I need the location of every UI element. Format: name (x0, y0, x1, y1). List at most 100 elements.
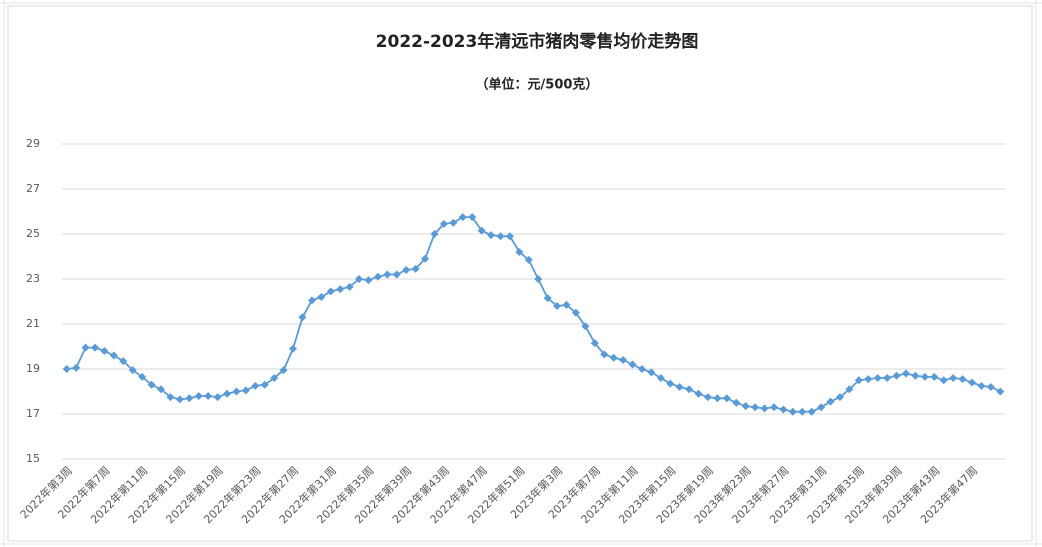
y-tick-label: 29 (26, 137, 40, 150)
marker (251, 381, 260, 390)
marker (326, 287, 335, 296)
marker (817, 403, 826, 412)
marker (864, 375, 873, 384)
marker (157, 385, 166, 394)
marker (628, 360, 637, 369)
marker (779, 405, 788, 414)
y-tick-label: 25 (26, 227, 40, 240)
marker (241, 386, 250, 395)
marker (760, 404, 769, 413)
marker (392, 270, 401, 279)
marker (439, 219, 448, 228)
marker (213, 393, 222, 402)
marker (430, 230, 439, 238)
marker (949, 374, 958, 382)
marker (996, 387, 1005, 396)
marker (402, 266, 411, 274)
marker (345, 282, 354, 291)
marker (619, 356, 628, 364)
marker (524, 255, 533, 264)
marker (194, 392, 203, 400)
marker (986, 383, 995, 391)
marker (920, 372, 929, 381)
marker (166, 393, 175, 402)
marker (383, 270, 392, 279)
marker (534, 275, 543, 283)
marker (449, 218, 458, 227)
marker (826, 397, 835, 406)
marker (600, 350, 609, 359)
marker (515, 248, 524, 256)
marker (128, 366, 137, 375)
marker (468, 213, 477, 222)
marker (175, 395, 184, 404)
marker (722, 394, 731, 403)
marker (355, 275, 364, 283)
marker (769, 403, 778, 412)
marker (62, 365, 71, 373)
y-tick-label: 23 (26, 272, 40, 285)
marker (289, 344, 298, 353)
marker (609, 353, 618, 362)
marker (939, 376, 948, 385)
marker (911, 371, 920, 380)
marker (260, 380, 269, 389)
marker (883, 374, 892, 382)
marker (119, 357, 128, 366)
marker (958, 375, 967, 384)
marker (656, 374, 665, 382)
marker (458, 213, 467, 222)
marker (977, 381, 986, 390)
marker (892, 371, 901, 380)
y-tick-label: 15 (26, 452, 40, 465)
marker (270, 374, 279, 382)
marker (694, 389, 703, 398)
marker (298, 313, 307, 322)
marker (845, 385, 854, 394)
marker (571, 308, 580, 317)
marker (807, 407, 816, 416)
marker (666, 379, 675, 388)
marker (854, 376, 863, 385)
marker (364, 276, 373, 285)
marker (713, 394, 722, 403)
marker (496, 232, 505, 241)
marker (788, 407, 797, 416)
marker (72, 363, 81, 372)
chart-subtitle: （单位：元/500克） (476, 77, 599, 93)
marker (741, 402, 750, 411)
marker (505, 232, 514, 241)
marker (798, 407, 807, 416)
marker (81, 343, 90, 352)
marker (138, 372, 147, 381)
marker (543, 294, 552, 303)
marker (581, 322, 590, 331)
marker (373, 272, 382, 281)
marker (685, 385, 694, 394)
marker (675, 383, 684, 391)
marker (562, 300, 571, 309)
marker (637, 365, 646, 373)
marker (109, 351, 118, 360)
marker (967, 378, 976, 387)
y-tick-label: 19 (26, 362, 40, 375)
series-line (66, 216, 1001, 413)
y-tick-label: 21 (26, 317, 40, 330)
marker (223, 389, 232, 398)
marker (307, 296, 316, 305)
marker (317, 293, 326, 301)
marker (930, 372, 939, 381)
marker (147, 380, 156, 389)
marker (421, 254, 430, 263)
marker (590, 339, 599, 348)
marker (901, 369, 910, 378)
marker (185, 394, 194, 403)
marker (279, 366, 288, 375)
chart-area (7, 5, 1033, 542)
marker (477, 226, 486, 235)
marker (732, 398, 741, 407)
chart-title: 2022-2023年清远市猪肉零售均价走势图 (376, 31, 699, 52)
y-tick-label: 27 (26, 182, 40, 195)
